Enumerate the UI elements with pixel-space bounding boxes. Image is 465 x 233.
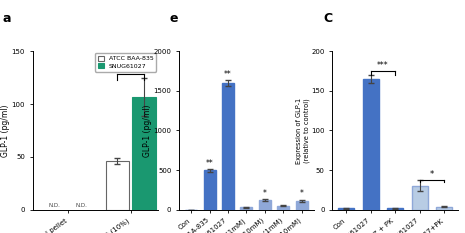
Bar	[204, 170, 216, 210]
Text: N.D.: N.D.	[75, 202, 87, 208]
Bar	[387, 208, 403, 210]
Y-axis label: Expression of GLP-1
(relative to control): Expression of GLP-1 (relative to control…	[297, 97, 310, 164]
Text: C: C	[323, 12, 332, 25]
Text: *: *	[430, 170, 434, 179]
Bar	[259, 200, 271, 210]
Bar	[363, 79, 379, 210]
Y-axis label: GLP-1 (pg/ml): GLP-1 (pg/ml)	[1, 104, 10, 157]
Bar	[338, 208, 354, 210]
Text: e: e	[170, 12, 178, 25]
Bar	[412, 186, 428, 210]
Bar	[240, 207, 252, 210]
Text: N.D.: N.D.	[48, 202, 60, 208]
Bar	[222, 83, 234, 210]
Text: **: **	[206, 159, 213, 168]
Y-axis label: GLP-1 (pg/ml): GLP-1 (pg/ml)	[143, 104, 152, 157]
Text: *: *	[300, 189, 304, 198]
Text: *: *	[128, 63, 133, 73]
Bar	[277, 206, 289, 210]
Text: **: **	[224, 70, 232, 79]
Bar	[132, 97, 156, 210]
Bar	[436, 206, 452, 210]
Bar	[106, 161, 129, 210]
Text: ***: ***	[377, 61, 389, 70]
Text: a: a	[2, 12, 11, 25]
Text: *: *	[263, 189, 267, 198]
Legend: ATCC BAA-835, SNUG61027: ATCC BAA-835, SNUG61027	[95, 53, 156, 72]
Bar	[296, 201, 308, 210]
